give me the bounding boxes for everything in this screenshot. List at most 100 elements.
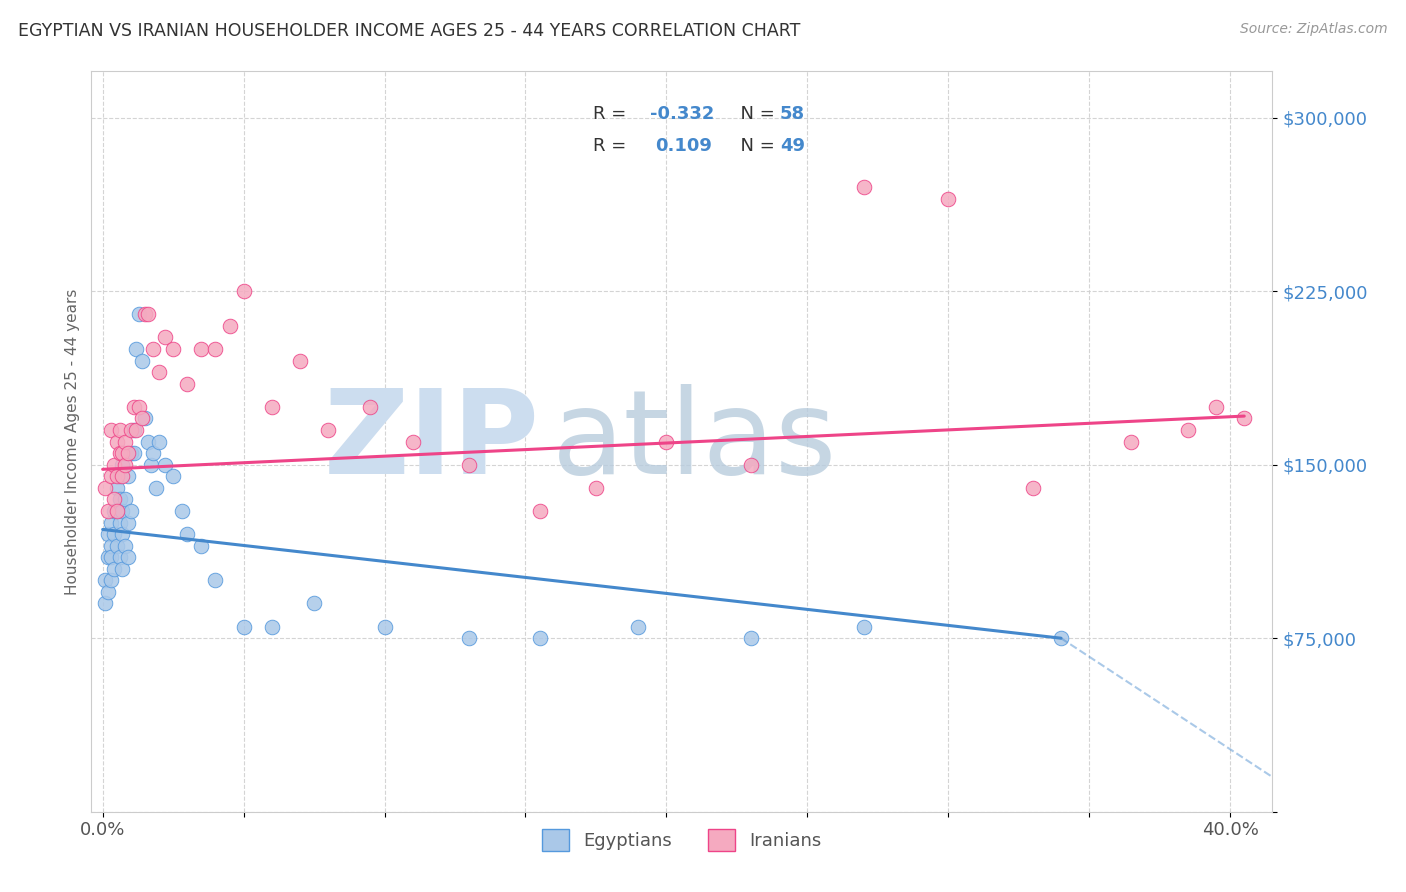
Text: 58: 58 — [780, 105, 806, 123]
Point — [114, 434, 136, 449]
Point — [122, 446, 145, 460]
Text: N =: N = — [730, 136, 780, 154]
Point — [125, 342, 148, 356]
Point — [128, 307, 150, 321]
Point — [100, 550, 122, 565]
Point — [128, 400, 150, 414]
Point — [114, 446, 136, 460]
Point — [1121, 434, 1143, 449]
Point — [136, 307, 159, 321]
Point — [316, 423, 339, 437]
Point — [100, 516, 122, 530]
Point — [162, 469, 184, 483]
Point — [176, 376, 198, 391]
Point — [114, 458, 136, 472]
Point — [148, 365, 170, 379]
Point — [190, 342, 212, 356]
Point — [1233, 411, 1256, 425]
Point — [122, 423, 145, 437]
Point — [105, 481, 128, 495]
Point — [162, 342, 184, 356]
Point — [100, 423, 122, 437]
Point — [260, 619, 283, 633]
Point — [1050, 631, 1073, 645]
Text: R =: R = — [593, 136, 633, 154]
Point — [100, 539, 122, 553]
Point — [148, 434, 170, 449]
Point — [402, 434, 425, 449]
Point — [176, 527, 198, 541]
Y-axis label: Householder Income Ages 25 - 44 years: Householder Income Ages 25 - 44 years — [65, 288, 80, 595]
Point — [458, 631, 481, 645]
Point — [170, 504, 193, 518]
Point — [108, 516, 131, 530]
Point — [111, 504, 134, 518]
Point — [108, 492, 131, 507]
Point — [94, 597, 117, 611]
Point — [120, 504, 142, 518]
Point — [260, 400, 283, 414]
Point — [103, 562, 125, 576]
Point — [105, 504, 128, 518]
Point — [145, 481, 167, 495]
Point — [458, 458, 481, 472]
Point — [114, 539, 136, 553]
Point — [97, 550, 120, 565]
Point — [105, 469, 128, 483]
Point — [117, 516, 139, 530]
Point — [111, 527, 134, 541]
Point — [153, 330, 176, 344]
Point — [100, 574, 122, 588]
Point — [97, 527, 120, 541]
Point — [232, 619, 254, 633]
Point — [103, 458, 125, 472]
Point — [108, 446, 131, 460]
Point — [103, 504, 125, 518]
Point — [1177, 423, 1199, 437]
Point — [204, 574, 226, 588]
Point — [103, 527, 125, 541]
Point — [142, 342, 165, 356]
Point — [111, 458, 134, 472]
Text: EGYPTIAN VS IRANIAN HOUSEHOLDER INCOME AGES 25 - 44 YEARS CORRELATION CHART: EGYPTIAN VS IRANIAN HOUSEHOLDER INCOME A… — [18, 22, 800, 40]
Point — [111, 446, 134, 460]
Point — [359, 400, 381, 414]
Point — [122, 400, 145, 414]
Point — [111, 562, 134, 576]
Point — [142, 446, 165, 460]
Point — [936, 192, 959, 206]
Point — [134, 411, 156, 425]
Point — [108, 423, 131, 437]
Point — [97, 585, 120, 599]
Point — [105, 539, 128, 553]
Text: 49: 49 — [780, 136, 806, 154]
Point — [103, 492, 125, 507]
Text: -0.332: -0.332 — [650, 105, 714, 123]
Point — [153, 458, 176, 472]
Point — [131, 411, 153, 425]
Point — [190, 539, 212, 553]
Point — [117, 446, 139, 460]
Point — [117, 550, 139, 565]
Point — [134, 307, 156, 321]
Point — [117, 469, 139, 483]
Text: N =: N = — [730, 105, 780, 123]
Point — [111, 469, 134, 483]
Point — [100, 469, 122, 483]
Point — [125, 423, 148, 437]
Point — [108, 469, 131, 483]
Point — [740, 631, 762, 645]
Point — [218, 318, 240, 333]
Point — [529, 631, 551, 645]
Point — [1205, 400, 1227, 414]
Text: atlas: atlas — [553, 384, 838, 499]
Text: R =: R = — [593, 105, 633, 123]
Point — [120, 446, 142, 460]
Point — [627, 619, 650, 633]
Point — [1022, 481, 1045, 495]
Point — [108, 550, 131, 565]
Point — [120, 423, 142, 437]
Text: ZIP: ZIP — [325, 384, 540, 499]
Point — [655, 434, 678, 449]
Text: 0.109: 0.109 — [655, 136, 711, 154]
